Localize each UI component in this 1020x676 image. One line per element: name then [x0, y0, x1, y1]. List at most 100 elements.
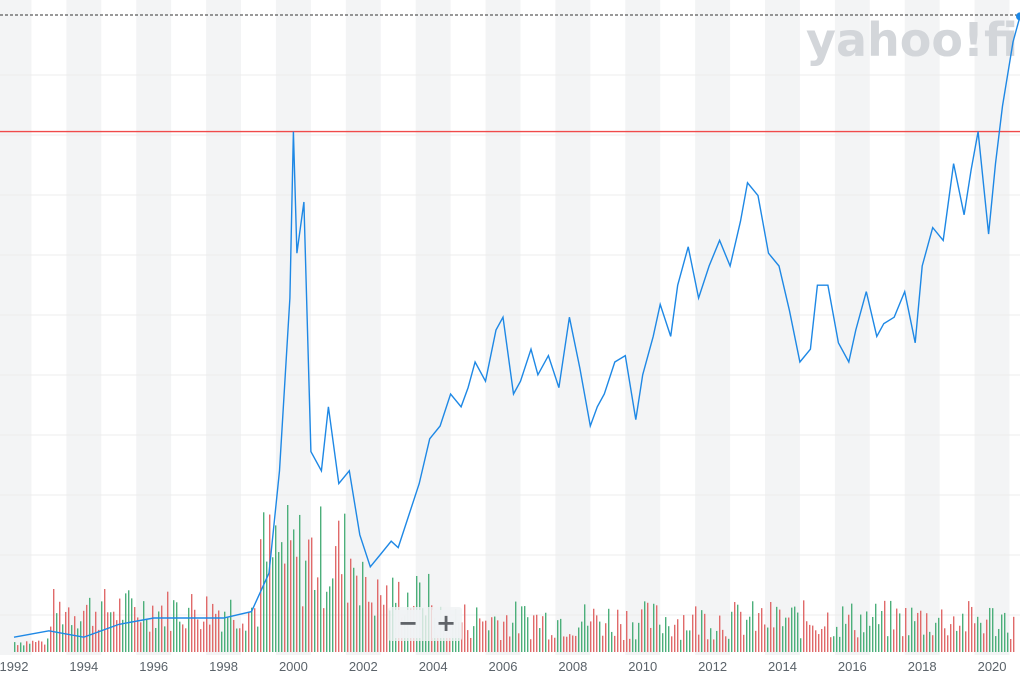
volume-bar: [887, 636, 889, 652]
volume-bar: [512, 622, 514, 652]
zoom-out-button[interactable]: −: [394, 610, 422, 638]
volume-bar: [233, 619, 235, 652]
volume-bar: [752, 601, 754, 652]
volume-bar: [362, 561, 364, 652]
volume-bar: [641, 609, 643, 652]
volume-bar: [209, 624, 211, 652]
volume-bar: [869, 625, 871, 652]
volume-bar: [893, 629, 895, 652]
volume-bar: [842, 606, 844, 652]
volume-bar: [704, 613, 706, 652]
volume-bar: [194, 609, 196, 652]
volume-bar: [731, 611, 733, 652]
volume-bar: [332, 578, 334, 652]
volume-bar: [341, 574, 343, 652]
volume-bar: [698, 634, 700, 652]
volume-bar: [317, 577, 319, 652]
volume-bar: [926, 613, 928, 652]
volume-bar: [110, 612, 112, 652]
volume-bar: [800, 638, 802, 652]
volume-bar: [593, 608, 595, 652]
volume-bar: [494, 616, 496, 652]
volume-bar: [710, 628, 712, 652]
volume-bar: [914, 621, 916, 652]
volume-bar: [329, 586, 331, 652]
volume-bar: [827, 612, 829, 652]
volume-bar: [68, 607, 70, 652]
volume-bar: [218, 610, 220, 652]
volume-bar: [803, 600, 805, 652]
volume-bar: [899, 613, 901, 652]
volume-bar: [284, 563, 286, 652]
volume-bar: [530, 639, 532, 652]
volume-bar: [167, 591, 169, 652]
volume-bar: [206, 596, 208, 652]
volume-bar: [875, 603, 877, 652]
volume-bar: [563, 636, 565, 652]
volume-bar: [215, 613, 217, 652]
volume-bar: [998, 628, 1000, 652]
volume-bar: [773, 627, 775, 652]
volume-bar: [785, 617, 787, 652]
volume-bar: [155, 627, 157, 652]
volume-bar: [776, 606, 778, 652]
volume-bar: [371, 602, 373, 652]
volume-bar: [497, 620, 499, 652]
volume-bar: [902, 636, 904, 652]
volume-bar: [602, 635, 604, 652]
volume-bar: [794, 606, 796, 652]
volume-bar: [986, 619, 988, 652]
year-band: [834, 0, 870, 655]
volume-bar: [833, 636, 835, 652]
volume-bar: [1004, 612, 1006, 652]
volume-bar: [482, 621, 484, 652]
year-band: [695, 0, 731, 655]
volume-bar: [725, 636, 727, 652]
x-tick-label: 2004: [419, 659, 448, 674]
volume-bar: [83, 610, 85, 652]
volume-bar: [290, 540, 292, 652]
volume-bar: [239, 628, 241, 652]
volume-bar: [728, 638, 730, 652]
volume-bar: [98, 629, 100, 652]
volume-bar: [587, 625, 589, 652]
volume-bar: [677, 619, 679, 652]
volume-bar: [140, 622, 142, 652]
volume-bar: [995, 636, 997, 652]
volume-bar: [488, 630, 490, 652]
volume-bar: [308, 539, 310, 652]
zoom-in-button[interactable]: +: [432, 610, 460, 638]
volume-bar: [761, 608, 763, 652]
volume-bar: [338, 520, 340, 652]
volume-bar: [611, 631, 613, 652]
volume-bar: [623, 639, 625, 652]
volume-bar: [1007, 632, 1009, 652]
volume-bar: [590, 621, 592, 652]
year-band: [904, 0, 940, 655]
volume-bar: [251, 607, 253, 652]
volume-bar: [236, 628, 238, 652]
volume-bar: [281, 542, 283, 652]
volume-bar: [932, 635, 934, 652]
volume-bar: [689, 630, 691, 652]
volume-bar: [539, 628, 541, 652]
volume-bar: [743, 634, 745, 652]
volume-bar: [569, 634, 571, 652]
volume-bar: [152, 605, 154, 652]
volume-bar: [500, 639, 502, 652]
volume-bar: [104, 589, 106, 652]
volume-bar: [713, 639, 715, 652]
volume-bar: [464, 604, 466, 652]
volume-bar: [686, 630, 688, 652]
volume-bar: [353, 567, 355, 652]
x-tick-label: 2018: [908, 659, 937, 674]
volume-bar: [758, 613, 760, 652]
volume-bar: [203, 621, 205, 652]
volume-bar: [326, 591, 328, 652]
volume-bar: [503, 621, 505, 652]
volume-bar: [374, 615, 376, 652]
volume-bar: [572, 635, 574, 652]
volume-bar: [299, 514, 301, 652]
volume-bar: [386, 585, 388, 652]
volume-bar: [980, 622, 982, 652]
